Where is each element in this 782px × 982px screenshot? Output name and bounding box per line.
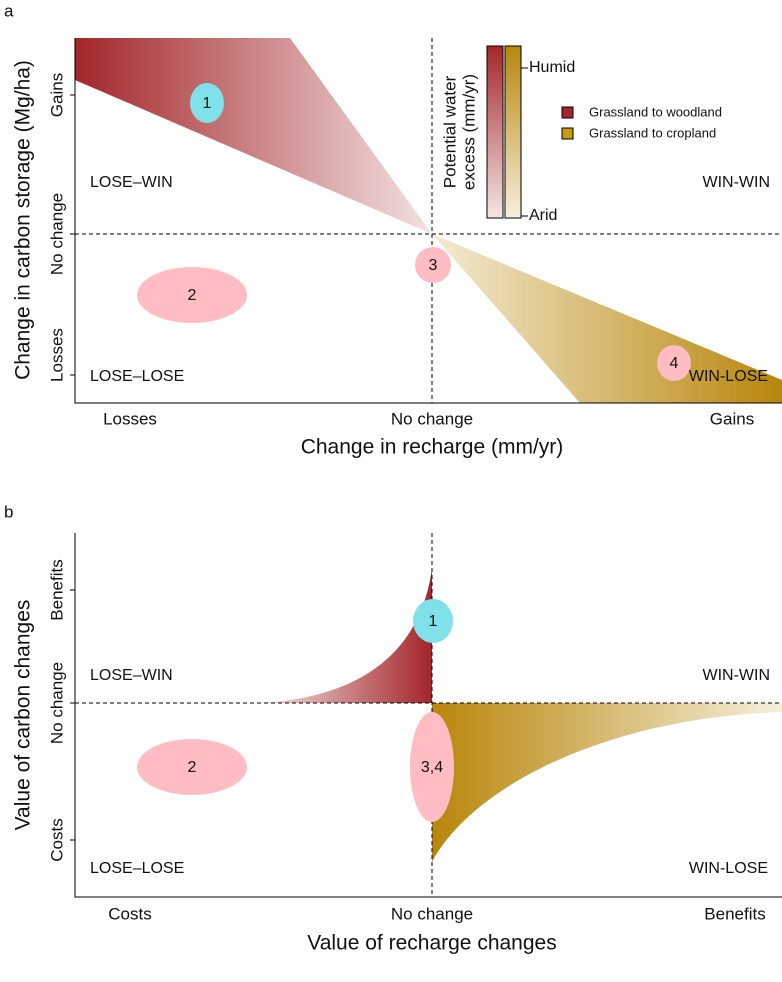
x-tick-label: Costs <box>108 904 151 923</box>
axes <box>74 38 782 404</box>
quadrant-label: WIN-WIN <box>702 174 770 191</box>
marker <box>415 247 451 283</box>
marker <box>657 345 691 381</box>
quadrant-label: LOSE–WIN <box>90 174 173 191</box>
marker <box>137 739 247 795</box>
y-tick-label: No change <box>47 662 66 744</box>
x-axis-title: Value of recharge changes <box>307 932 556 955</box>
woodland-curve <box>255 568 432 703</box>
quadrant-label: LOSE–LOSE <box>90 368 184 385</box>
marker-label: 3,4 <box>421 759 443 776</box>
marker <box>137 267 247 323</box>
cropland-wedge <box>432 234 782 403</box>
marker-label: 4 <box>670 355 679 372</box>
colorbar-title: Potential water <box>440 75 459 188</box>
y-tick-label: No change <box>47 193 66 275</box>
marker <box>410 712 454 822</box>
colorbar <box>504 45 522 219</box>
x-axis-title: Change in recharge (mm/yr) <box>301 436 564 459</box>
marker-label: 1 <box>203 95 212 112</box>
panel-label: a <box>4 1 14 20</box>
y-axis-title: Change in carbon storage (Mg/ha) <box>12 60 35 380</box>
marker-label: 2 <box>188 759 197 776</box>
quadrant-label: WIN-LOSE <box>689 368 768 385</box>
quadrant-label: LOSE–LOSE <box>90 860 184 877</box>
panel-label: b <box>4 502 13 521</box>
x-tick-label: Benefits <box>704 904 765 923</box>
axes <box>74 533 782 898</box>
y-tick-label: Gains <box>47 73 66 117</box>
panel-a: a 1 2 3 4 LOSE–WIN WIN-WIN LOSE–LOSE WIN… <box>4 1 782 459</box>
x-tick-label: No change <box>391 904 473 923</box>
cropland-curve <box>432 703 782 862</box>
y-tick-label: Costs <box>47 818 66 861</box>
quadrant-label: LOSE–WIN <box>90 667 173 684</box>
colorbar <box>486 45 504 219</box>
marker <box>413 599 453 643</box>
x-tick-label: Gains <box>710 409 754 428</box>
x-tick-label: Losses <box>103 409 157 428</box>
legend-swatch <box>561 106 574 119</box>
quadrant-label: WIN-WIN <box>702 667 770 684</box>
marker-label: 3 <box>429 257 438 274</box>
y-axis-title: Value of carbon changes <box>12 600 35 831</box>
panel-b: b 1 2 3,4 LOSE–WIN WIN-WIN LOSE–LOSE WIN… <box>4 502 782 955</box>
woodland-wedge <box>75 38 432 234</box>
legend-label: Grassland to woodland <box>589 104 722 119</box>
marker <box>190 83 224 123</box>
colorbar-title: excess (mm/yr) <box>459 74 478 190</box>
marker-label: 2 <box>188 287 197 304</box>
colorbar-low: Arid <box>529 207 557 224</box>
x-tick-label: No change <box>391 409 473 428</box>
quadrant-label: WIN-LOSE <box>689 860 768 877</box>
y-tick-label: Losses <box>47 328 66 382</box>
marker-label: 1 <box>429 613 438 630</box>
legend-swatch <box>561 127 574 140</box>
colorbar-high: Humid <box>529 59 575 76</box>
y-tick-label: Benefits <box>47 559 66 620</box>
legend-label: Grassland to cropland <box>589 125 716 140</box>
